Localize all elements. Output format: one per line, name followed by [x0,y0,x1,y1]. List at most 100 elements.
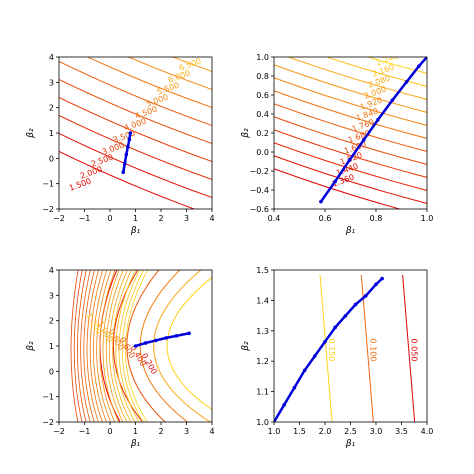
x-tick-label: 1 [133,427,138,436]
path-point [319,199,323,204]
y-tick-label: 0.0 [256,148,269,157]
contour-level-11 [54,0,222,39]
y-tick-label: 4 [49,53,54,62]
x-tick-label: 1.0 [268,427,281,436]
contour-label: 3.500 [112,129,137,145]
path-point [274,420,276,422]
contour-extra-line [70,270,79,422]
contour-labels: 0.050 0.100 0.150 [327,339,419,362]
contour-level-1 [402,274,416,422]
x-tick-label: 4 [209,427,214,436]
contour-level-5 [274,116,427,165]
contour-label: 7.000 [189,45,214,61]
x-tick-label: 1.5 [293,427,306,436]
y-tick-label: 0 [49,154,54,163]
x-tick-label: −1 [79,427,91,436]
y-tick-label: 1 [49,129,54,138]
path-point [364,294,368,298]
contour-level-7 [86,57,212,109]
contour-level-9 [274,64,427,113]
path-point [122,161,127,166]
optimizer-path [274,276,384,422]
optimizer-path [121,131,133,175]
x-tick-label: 3.0 [370,427,383,436]
y-tick-label: 0.4 [256,110,269,119]
contour-extra-line [115,270,136,422]
path-point [374,282,378,287]
contour-labels: 1.3601.4401.5201.6001.6801.7601.8401.920… [331,52,400,189]
path-point [302,368,307,373]
path-point [164,336,168,340]
contour-extra-line [125,270,149,422]
contour-label: 1.500 [68,177,93,193]
path-point [361,138,366,142]
contour-extra-line [77,270,87,422]
contour-lines [70,270,212,422]
y-tick-label: 1.0 [256,418,269,427]
contour-level-2 [59,132,212,199]
path-point [154,338,158,343]
path-point [124,152,129,157]
x-tick-label: −2 [53,427,65,436]
path-point [121,170,126,175]
y-axis-label: β₂ [241,341,251,352]
contour-level-9 [171,57,212,73]
contour-label: 2.240 [375,52,400,68]
contour-level-1 [274,168,402,209]
path-point [343,314,348,318]
contour-extra-line [86,270,100,422]
y-tick-label: −1 [42,393,54,402]
contour-level-6 [274,103,427,152]
contour-level-3 [59,114,212,181]
contour-extra-line [112,270,132,422]
x-tick-label: 0 [107,214,112,223]
contour-extra-line [83,270,95,422]
y-tick-label: −1 [42,180,54,189]
x-tick-label: 3.5 [395,427,408,436]
contour-extra-line [121,270,145,422]
x-tick-label: 4 [209,214,214,223]
contour-level-12 [366,57,427,74]
contour-level-6 [59,60,212,127]
path-point [333,325,338,330]
contour-label: 5.000 [145,93,170,109]
y-axis-label: β₂ [241,128,251,139]
panel-bottom-right: 0.050 0.100 0.150 1.0 1.5 2.0 2.5 3.0 3.5 4.0 1.0 1… [241,266,433,449]
contour-level-4 [59,96,212,163]
panel-top-right: 1.3601.4401.5201.6001.6801.7601.8401.920… [241,52,434,236]
path-point [187,331,191,336]
x-tick-label: 0.4 [268,214,281,223]
y-tick-label: −2 [42,205,54,214]
contour-extra-line [99,270,116,422]
y-tick-label: 2 [49,317,54,326]
path-point [143,341,148,345]
path-point [376,117,380,122]
y-tick-label: 1.0 [256,53,269,62]
path-point [292,385,297,390]
contour-label: 4.000 [123,117,148,133]
contour-extra-line [93,270,108,422]
x-tick-label: 2.5 [344,427,357,436]
path-point [126,145,130,149]
x-tick-label: 2.0 [319,427,332,436]
contour-level-1 [59,150,196,209]
contour-level-8 [274,77,427,126]
contour-extra-line [89,270,104,422]
x-tick-label: 1.0 [421,214,434,223]
y-tick-label: 4 [49,266,54,275]
y-tick-label: 3 [49,291,54,300]
contour-label: 0.050 [410,339,419,362]
contour-level-5 [153,270,212,422]
contour-level-6 [166,276,212,411]
y-tick-label: 1.1 [256,388,269,397]
contour-extra-line [80,270,91,422]
path-point [333,179,338,184]
path-point [127,137,132,142]
y-tick-label: 1.2 [256,357,269,366]
path-line [274,277,383,422]
contour-level-5 [59,78,212,145]
y-tick-label: −0.4 [250,186,269,195]
x-tick-label: 0 [107,427,112,436]
contour-level-4 [139,270,189,422]
